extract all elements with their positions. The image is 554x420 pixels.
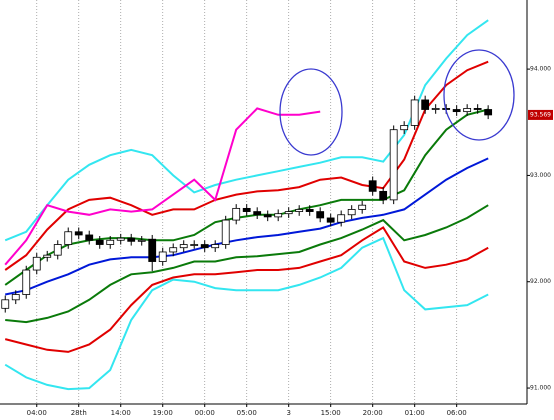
band-line bbox=[5, 204, 489, 324]
candle-body bbox=[22, 269, 31, 295]
candle-body bbox=[263, 214, 272, 218]
candle-body bbox=[326, 217, 335, 223]
price-marker bbox=[528, 109, 553, 120]
price-label: 93.569 bbox=[530, 111, 551, 118]
candle-body bbox=[389, 129, 398, 201]
highlight-circle bbox=[279, 68, 343, 156]
candle-body bbox=[11, 294, 20, 301]
candle-body bbox=[200, 244, 209, 249]
x-tick-label: 15:00 bbox=[321, 409, 341, 417]
candle-body bbox=[484, 109, 493, 116]
x-tick-label: 04:00 bbox=[27, 409, 47, 417]
y-tick-label: 91.000 bbox=[530, 385, 551, 392]
candle-body bbox=[305, 209, 314, 212]
candle-body bbox=[221, 219, 230, 245]
candle-body bbox=[295, 209, 304, 212]
y-tick-label: 93.000 bbox=[530, 172, 551, 179]
band-line bbox=[4, 157, 489, 296]
candle-body bbox=[452, 109, 461, 113]
candle-body bbox=[95, 239, 104, 245]
candle-body bbox=[379, 190, 388, 201]
candle-body bbox=[137, 239, 146, 242]
band-line bbox=[4, 226, 489, 353]
candle-body bbox=[368, 180, 377, 192]
candle-body bbox=[431, 108, 440, 110]
candle-body bbox=[148, 238, 157, 262]
band-line bbox=[4, 107, 321, 266]
x-tick-label: 05:00 bbox=[237, 409, 257, 417]
highlight-circle bbox=[443, 49, 515, 141]
x-tick-label: 14:00 bbox=[111, 409, 131, 417]
candle-body bbox=[169, 247, 178, 253]
candle-body bbox=[253, 211, 262, 216]
candle-body bbox=[473, 108, 482, 110]
candle-body bbox=[116, 237, 125, 241]
candle-body bbox=[316, 211, 325, 219]
candle-body bbox=[337, 214, 346, 223]
y-tick-label: 92.000 bbox=[530, 278, 551, 285]
candle-body bbox=[242, 207, 251, 212]
band-line bbox=[4, 108, 489, 286]
x-tick-label: 28th bbox=[71, 409, 87, 417]
x-tick-label: 06:00 bbox=[447, 409, 467, 417]
candle-body bbox=[190, 244, 199, 246]
candle-body bbox=[158, 251, 167, 262]
candle-body bbox=[127, 237, 136, 242]
candle-body bbox=[53, 244, 62, 256]
plot-area bbox=[1, 0, 493, 404]
y-tick-label: 94.000 bbox=[530, 66, 551, 73]
candle-body bbox=[400, 125, 409, 131]
candle-body bbox=[421, 99, 430, 110]
candle-body bbox=[410, 99, 419, 126]
candle-body bbox=[358, 204, 367, 210]
band-line bbox=[4, 60, 489, 271]
candle-body bbox=[211, 244, 220, 249]
x-tick-label: 3 bbox=[286, 409, 290, 417]
x-tick-label: 01:00 bbox=[405, 409, 425, 417]
candle-body bbox=[274, 213, 283, 218]
candle-body bbox=[64, 231, 73, 245]
candle-body bbox=[1, 299, 10, 309]
candle-body bbox=[32, 256, 41, 271]
x-tick-label: 00:00 bbox=[195, 409, 215, 417]
candle-body bbox=[106, 239, 115, 245]
candle-body bbox=[463, 108, 472, 113]
candle-body bbox=[85, 234, 94, 241]
candle-body bbox=[232, 207, 241, 221]
band-line bbox=[4, 236, 489, 391]
candle-body bbox=[347, 209, 356, 216]
candle-body bbox=[284, 211, 293, 215]
x-tick-label: 19:00 bbox=[153, 409, 173, 417]
x-tick-label: 20:00 bbox=[363, 409, 383, 417]
candle-body bbox=[43, 254, 52, 258]
candle-body bbox=[74, 231, 83, 236]
candle-body bbox=[179, 244, 188, 249]
